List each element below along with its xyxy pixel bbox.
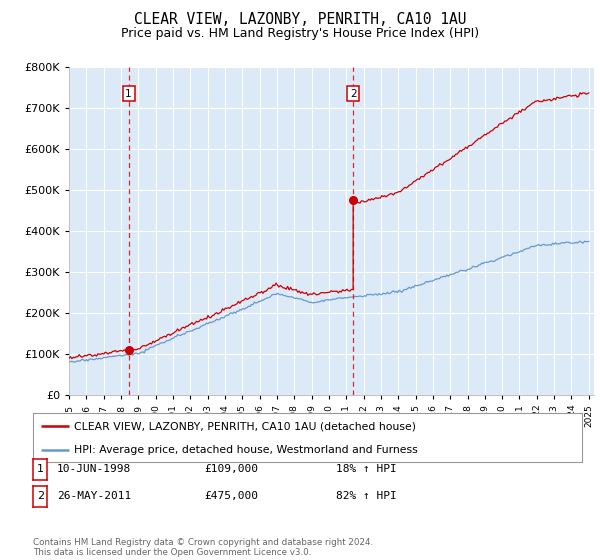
Text: Contains HM Land Registry data © Crown copyright and database right 2024.
This d: Contains HM Land Registry data © Crown c… — [33, 538, 373, 557]
Text: 26-MAY-2011: 26-MAY-2011 — [57, 491, 131, 501]
Text: 2: 2 — [350, 89, 356, 99]
Text: 1: 1 — [37, 464, 44, 474]
Text: 18% ↑ HPI: 18% ↑ HPI — [336, 464, 397, 474]
Text: CLEAR VIEW, LAZONBY, PENRITH, CA10 1AU: CLEAR VIEW, LAZONBY, PENRITH, CA10 1AU — [134, 12, 466, 27]
Text: 82% ↑ HPI: 82% ↑ HPI — [336, 491, 397, 501]
Text: £109,000: £109,000 — [204, 464, 258, 474]
Text: CLEAR VIEW, LAZONBY, PENRITH, CA10 1AU (detached house): CLEAR VIEW, LAZONBY, PENRITH, CA10 1AU (… — [74, 421, 416, 431]
Text: Price paid vs. HM Land Registry's House Price Index (HPI): Price paid vs. HM Land Registry's House … — [121, 27, 479, 40]
Text: 1: 1 — [125, 89, 132, 99]
Text: £475,000: £475,000 — [204, 491, 258, 501]
Text: HPI: Average price, detached house, Westmorland and Furness: HPI: Average price, detached house, West… — [74, 445, 418, 455]
Text: 2: 2 — [37, 491, 44, 501]
Text: 10-JUN-1998: 10-JUN-1998 — [57, 464, 131, 474]
